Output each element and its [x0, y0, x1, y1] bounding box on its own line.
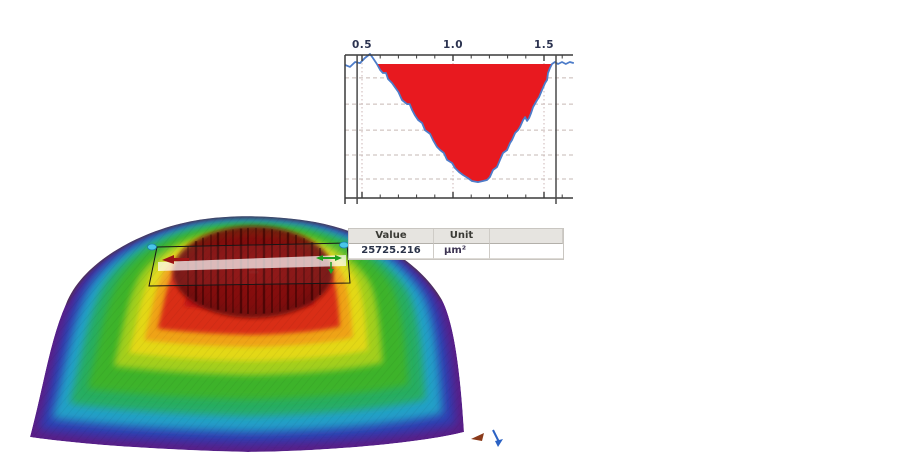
- x-tick-label-0-5: 0.5: [352, 39, 372, 51]
- profile-chart[interactable]: 0.5 1.0 1.5: [344, 39, 575, 204]
- x-tick-label-1-0: 1.0: [443, 39, 463, 51]
- left-profile-marker-icon[interactable]: [162, 255, 189, 264]
- section-highlight-band: [158, 255, 346, 271]
- plane-handle-left[interactable]: [147, 243, 157, 251]
- table-row-measured-area-value[interactable]: 25725.216: [349, 244, 434, 259]
- profile-fill-area: [376, 64, 552, 183]
- axis-ticks: [361, 55, 563, 198]
- surface-3d-view[interactable]: [0, 210, 520, 462]
- column-header-empty: [490, 229, 563, 244]
- table-row-empty-cell: [490, 244, 563, 259]
- right-profile-marker-icon[interactable]: [316, 255, 342, 274]
- section-plane-group: [147, 241, 351, 287]
- x-tick-label-1-5: 1.5: [534, 39, 554, 51]
- column-header-unit: Unit: [434, 229, 490, 244]
- results-table: Value Unit 25725.216 µm²: [348, 228, 564, 260]
- column-header-value: Value: [349, 229, 434, 244]
- table-row-measured-area-unit[interactable]: µm²: [434, 244, 490, 259]
- orientation-gizmo-icon[interactable]: [471, 429, 503, 447]
- profile-line: [344, 53, 575, 184]
